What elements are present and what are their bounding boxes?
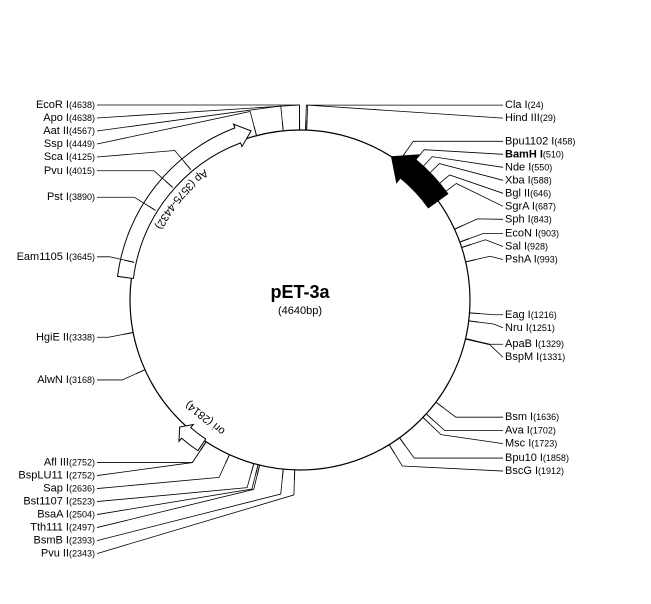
tick-BsmBI	[282, 469, 283, 479]
feature-Ap	[118, 124, 252, 278]
leader-HindIII	[307, 105, 503, 120]
site-label-BscGI: BscG I(1912)	[505, 465, 564, 477]
site-label-SalI: Sal I(928)	[505, 240, 548, 252]
leader-PstI	[97, 197, 147, 205]
leader-Bst1107I	[97, 473, 251, 501]
plasmid-name: pET-3a	[270, 282, 330, 302]
site-label-HindIII: Hind III(29)	[505, 112, 556, 124]
tick-MscI	[423, 417, 430, 424]
site-label-Bpu10I: Bpu10 I(1858)	[505, 452, 569, 464]
feature-ori	[179, 425, 206, 451]
tick-SspI	[254, 126, 257, 136]
leader-HgiEII	[97, 334, 123, 337]
site-label-Tth111I: Tth111 I(2497)	[30, 522, 95, 534]
tick-Bpu10I	[400, 438, 406, 446]
site-label-PvuII: Pvu II(2343)	[41, 548, 95, 560]
site-label-NruI: Nru I(1251)	[505, 322, 555, 334]
leader-AlwNI	[97, 374, 136, 380]
site-label-BsaAI: BsaA I(2504)	[37, 509, 95, 521]
site-label-PstI: Pst I(3890)	[47, 191, 95, 203]
site-label-Bst1107I: Bst1107 I(2523)	[23, 496, 95, 508]
leader-EcoNI	[469, 233, 503, 238]
plasmid-map: pET-3a(4640bp)Ap (3575-4432)ori (2814)Ec…	[0, 0, 651, 604]
leader-XbaI	[429, 164, 503, 181]
site-label-BsmI: Bsm I(1636)	[505, 411, 559, 423]
site-label-MscI: Msc I(1723)	[505, 438, 557, 450]
site-label-XbaI: Xba I(588)	[505, 174, 552, 186]
tick-NruI	[469, 321, 479, 322]
site-label-BspMI: BspM I(1331)	[505, 351, 565, 363]
site-label-BglII: Bgl II(646)	[505, 187, 551, 199]
site-label-Bpu1102I: Bpu1102 I(458)	[505, 135, 575, 147]
leader-Bpu10I	[405, 446, 503, 458]
leader-BsmI	[444, 408, 503, 417]
tick-EagI	[470, 313, 480, 314]
site-label-SgrAI: SgrA I(687)	[505, 200, 556, 212]
site-label-PshAI: PshA I(993)	[505, 253, 558, 265]
site-label-HgiEII: HgiE II(3338)	[36, 331, 95, 343]
site-label-AvaI: Ava I(1702)	[505, 425, 556, 437]
site-label-SphI: Sph I(843)	[505, 213, 552, 225]
leader-BscGI	[394, 453, 503, 471]
tick-AlwNI	[136, 370, 145, 374]
site-label-ApoI: Apo I(4638)	[43, 112, 95, 124]
leader-NdeI	[422, 157, 503, 168]
tick-HgiEII	[123, 332, 133, 334]
tick-SphI	[455, 225, 464, 229]
site-label-AflIII: Afl III(2752)	[44, 457, 95, 469]
leader-PvuII	[97, 480, 294, 554]
tick-AatII	[282, 121, 283, 131]
site-label-EcoRI: EcoR I(4638)	[36, 99, 95, 111]
site-label-SapI: Sap I(2636)	[43, 483, 95, 495]
leader-PshAI	[475, 256, 503, 259]
tick-EcoNI	[460, 239, 469, 242]
leader-AvaI	[434, 421, 503, 431]
site-label-AatII: Aat II(4567)	[43, 125, 95, 137]
site-label-ApaBI: ApaB I(1329)	[505, 338, 564, 350]
tick-AvaI	[426, 414, 433, 421]
site-label-BspLU11I: BspLU11 I(2752)	[18, 470, 95, 482]
site-label-SspI: Ssp I(4449)	[44, 138, 95, 150]
site-label-NdeI: Nde I(550)	[505, 161, 552, 173]
leader-BamHI	[415, 150, 503, 162]
site-label-ClaI: Cla I(24)	[505, 99, 544, 111]
tick-PshAI	[466, 260, 476, 262]
leader-SapI	[97, 464, 225, 489]
tick-Bst1107I	[251, 464, 254, 474]
site-label-EcoNI: EcoN I(903)	[505, 227, 559, 239]
tick-SapI	[225, 455, 229, 464]
site-label-BamHI: BamH I(510)	[505, 148, 564, 160]
leader-PvuI	[97, 171, 165, 181]
leader-EagI	[479, 314, 503, 315]
site-label-BsmBI: BsmB I(2393)	[34, 535, 95, 547]
tick-BsmI	[436, 402, 444, 408]
leader-SphI	[464, 219, 503, 225]
site-label-PvuI: Pvu I(4015)	[44, 165, 95, 177]
tick-BscGI	[389, 445, 394, 454]
plasmid-size: (4640bp)	[278, 305, 322, 317]
tick-SalI	[462, 244, 472, 247]
site-label-AlwNI: AlwN I(3168)	[37, 374, 95, 386]
leader-ScaI	[97, 151, 184, 162]
site-label-EagI: Eag I(1216)	[505, 309, 557, 321]
site-label-Eam1105I: Eam1105 I(3645)	[17, 251, 95, 263]
leader-AflIII	[97, 450, 201, 463]
site-label-ScaI: Sca I(4125)	[44, 151, 95, 163]
leader-SgrAI	[444, 183, 503, 206]
leader-NruI	[479, 322, 503, 328]
leader-SalI	[471, 240, 503, 247]
feature-T7-promoter-region	[392, 155, 448, 208]
